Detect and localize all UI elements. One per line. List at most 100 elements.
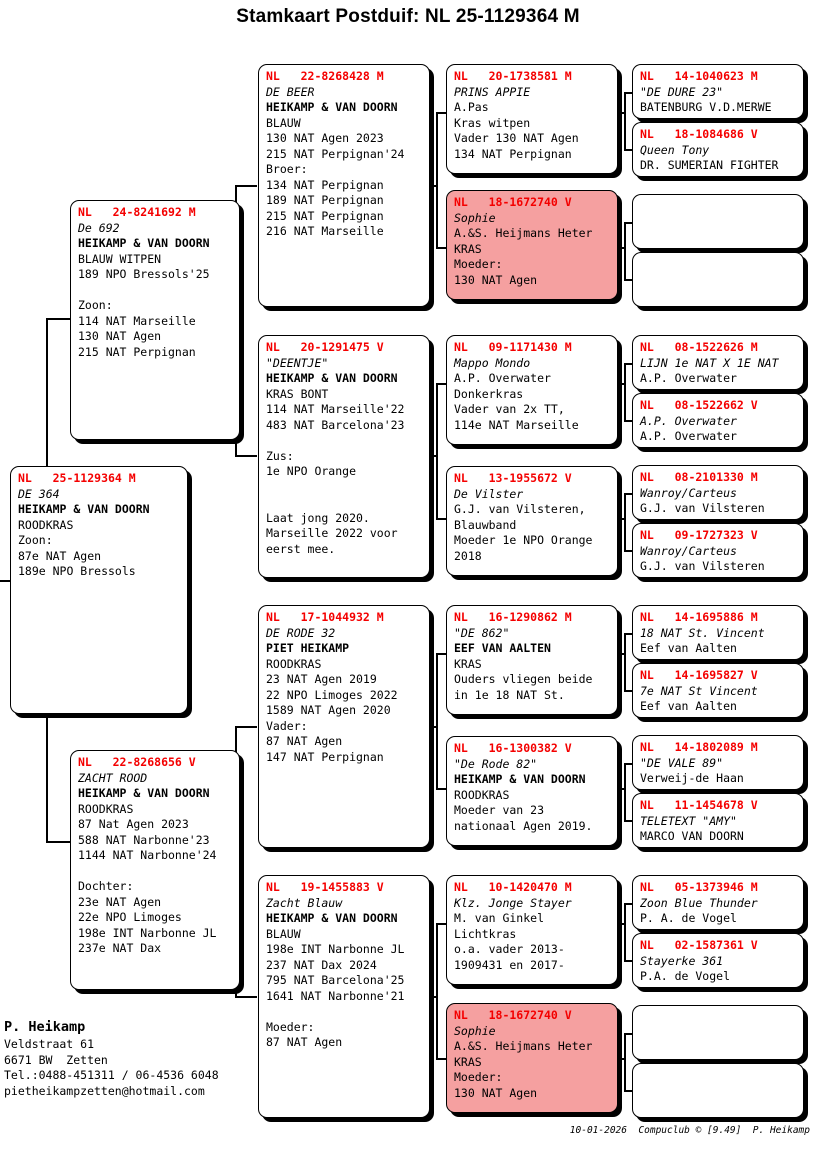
pedigree-card-ggg-9[interactable]: NL 14-1695886 M 18 NAT St. Vincent Eef v…	[632, 605, 804, 660]
ring-number: NL 24-8241692 M	[78, 205, 196, 219]
connector-ggp6-bottom	[624, 820, 632, 822]
pedigree-card-ggg-14[interactable]: NL 02-1587361 V Stayerke 361 P.A. de Vog…	[632, 933, 804, 988]
pedigree-card-ggg-15[interactable]	[632, 1005, 804, 1060]
connector-subject-to-father	[46, 318, 70, 320]
pigeon-nickname: "DEENTJE"	[266, 355, 329, 370]
pigeon-owner: M. van Ginkel	[454, 911, 545, 925]
pigeon-details: Kras witpen Vader 130 NAT Agen 134 NAT P…	[454, 115, 579, 161]
pigeon-nickname: Zoon Blue Thunder	[640, 895, 758, 910]
pigeon-details: BLAUW WITPEN 189 NPO Bressols'25 Zoon: 1…	[78, 251, 210, 359]
ring-number: NL 17-1044932 M	[266, 610, 384, 624]
pedigree-card-mother[interactable]: NL 22-8268656 V ZACHT ROOD HEIKAMP & VAN…	[70, 750, 240, 990]
pigeon-details: KRAS Ouders vliegen beide in 1e 18 NAT S…	[454, 656, 593, 702]
ring-number: NL 18-1672740 V	[454, 1008, 572, 1022]
pedigree-card-ggg-16[interactable]	[632, 1063, 804, 1118]
owner-contact-block: P. Heikamp Veldstraat 61 6671 BW Zetten …	[4, 1018, 254, 1099]
pigeon-owner: Verweij-de Haan	[640, 771, 744, 785]
ring-number: NL 10-1420470 M	[454, 880, 572, 894]
pedigree-card-greatgrandparent-1[interactable]: NL 20-1738581 M PRINS APPIE A.Pas Kras w…	[446, 64, 618, 174]
pigeon-details: Blauwband Moeder 1e NPO Orange 2018	[454, 517, 593, 563]
pigeon-owner: P. A. de Vogel	[640, 911, 737, 925]
ring-number: NL 11-1454678 V	[640, 798, 758, 812]
pigeon-owner: HEIKAMP & VAN DOORN	[266, 371, 398, 385]
pedigree-card-grandparent-1[interactable]: NL 22-8268428 M DE BEER HEIKAMP & VAN DO…	[258, 64, 430, 307]
connector-ggp3-vertical	[624, 363, 626, 421]
pedigree-card-ggg-7[interactable]: NL 08-2101330 M Wanroy/Carteus G.J. van …	[632, 465, 804, 520]
owner-address-line-2: 6671 BW Zetten	[4, 1052, 108, 1067]
generated-stamp: 10-01-2026 Compuclub © [9.49] P. Heikamp	[569, 1125, 810, 1136]
pigeon-nickname: "DE VALE 89"	[640, 755, 724, 770]
connector-ggp1-top	[624, 92, 632, 94]
ring-number: NL 09-1727323 V	[640, 528, 758, 542]
pigeon-nickname: 18 NAT St. Vincent	[640, 625, 765, 640]
connector-ggp3-bottom	[624, 420, 632, 422]
connector-ggp8-top	[624, 1033, 632, 1035]
connector-gp3-to-ggp6	[436, 788, 446, 790]
pigeon-nickname: Wanroy/Carteus	[640, 543, 737, 558]
pedigree-card-grandparent-4[interactable]: NL 19-1455883 V Zacht Blauw HEIKAMP & VA…	[258, 875, 430, 1118]
ring-number: NL 18-1672740 V	[454, 195, 572, 209]
pedigree-card-grandparent-2[interactable]: NL 20-1291475 V "DEENTJE" HEIKAMP & VAN …	[258, 335, 430, 578]
pedigree-card-greatgrandparent-2[interactable]: NL 18-1672740 V Sophie A.&S. Heijmans He…	[446, 190, 618, 300]
pigeon-nickname: Wanroy/Carteus	[640, 485, 737, 500]
pigeon-owner: HEIKAMP & VAN DOORN	[78, 236, 210, 250]
pigeon-owner: A.Pas	[454, 100, 489, 114]
pedigree-card-ggg-2[interactable]: NL 18-1084686 V Queen Tony DR. SUMERIAN …	[632, 122, 804, 177]
connector-gp4-stem	[428, 996, 436, 998]
connector-ggp5-stem	[616, 653, 624, 655]
pedigree-card-ggg-5[interactable]: NL 08-1522626 M LIJN 1e NAT X 1E NAT A.P…	[632, 335, 804, 390]
ring-number: NL 02-1587361 V	[640, 938, 758, 952]
pigeon-nickname: Sophie	[454, 1023, 496, 1038]
pedigree-card-greatgrandparent-3[interactable]: NL 09-1171430 M Mappo Mondo A.P. Overwat…	[446, 335, 618, 445]
pedigree-card-greatgrandparent-4[interactable]: NL 13-1955672 V De Vilster G.J. van Vils…	[446, 466, 618, 576]
pigeon-nickname: ZACHT ROOD	[78, 770, 148, 785]
ring-number: NL 16-1290862 M	[454, 610, 572, 624]
pigeon-details: Donkerkras Vader van 2x TT, 114e NAT Mar…	[454, 386, 579, 432]
pigeon-nickname: Mappo Mondo	[454, 355, 531, 370]
pedigree-card-ggg-1[interactable]: NL 14-1040623 M "DE DURE 23" BATENBURG V…	[632, 64, 804, 119]
connector-gp1-to-ggp1	[436, 112, 446, 114]
connector-gp4-to-ggp7	[436, 923, 446, 925]
pedigree-card-father[interactable]: NL 24-8241692 M De 692 HEIKAMP & VAN DOO…	[70, 200, 240, 440]
pigeon-details: BLAUW 130 NAT Agen 2023 215 NAT Perpigna…	[266, 115, 405, 239]
page-title: Stamkaart Postduif: NL 25-1129364 M	[236, 6, 580, 27]
connector-ggp2-vertical	[624, 222, 626, 280]
pedigree-card-ggg-12[interactable]: NL 11-1454678 V TELETEXT "AMY" MARCO VAN…	[632, 793, 804, 848]
connector-gp3-stem	[428, 726, 436, 728]
pigeon-details: KRAS BONT 114 NAT Marseille'22 483 NAT B…	[266, 386, 405, 556]
connector-gp4-vertical	[436, 923, 438, 1059]
pigeon-nickname: "DE 862"	[454, 625, 510, 640]
pigeon-nickname: Zacht Blauw	[266, 895, 343, 910]
pigeon-owner: A.P. Overwater	[640, 429, 737, 443]
pedigree-card-ggg-4[interactable]	[632, 252, 804, 307]
connector-ggp3-top	[624, 363, 632, 365]
pedigree-card-greatgrandparent-6[interactable]: NL 16-1300382 V "De Rode 82" HEIKAMP & V…	[446, 736, 618, 846]
pedigree-card-greatgrandparent-5[interactable]: NL 16-1290862 M "DE 862" EEF VAN AALTEN …	[446, 605, 618, 715]
ring-number: NL 20-1738581 M	[454, 69, 572, 83]
pedigree-card-ggg-13[interactable]: NL 05-1373946 M Zoon Blue Thunder P. A. …	[632, 875, 804, 930]
pigeon-nickname: "DE DURE 23"	[640, 84, 724, 99]
ring-number: NL 22-8268656 V	[78, 755, 196, 769]
pedigree-card-ggg-3[interactable]	[632, 194, 804, 249]
pedigree-card-subject[interactable]: NL 25-1129364 M DE 364 HEIKAMP & VAN DOO…	[10, 466, 188, 714]
pigeon-owner: G.J. van Vilsteren	[640, 501, 765, 515]
pigeon-nickname: DE 364	[18, 486, 60, 501]
pigeon-owner: HEIKAMP & VAN DOORN	[266, 911, 398, 925]
pigeon-owner: A.&S. Heijmans Heter	[454, 1039, 593, 1053]
pedigree-card-ggg-10[interactable]: NL 14-1695827 V 7e NAT St Vincent Eef va…	[632, 663, 804, 718]
pedigree-card-greatgrandparent-8[interactable]: NL 18-1672740 V Sophie A.&S. Heijmans He…	[446, 1003, 618, 1113]
pigeon-nickname: Klz. Jonge Stayer	[454, 895, 572, 910]
pigeon-owner: Eef van Aalten	[640, 699, 737, 713]
pedigree-card-ggg-11[interactable]: NL 14-1802089 M "DE VALE 89" Verweij-de …	[632, 735, 804, 790]
pedigree-card-ggg-6[interactable]: NL 08-1522662 V A.P. Overwater A.P. Over…	[632, 393, 804, 448]
pigeon-details: KRAS Moeder: 130 NAT Agen	[454, 1054, 538, 1100]
ring-number: NL 20-1291475 V	[266, 340, 384, 354]
pedigree-card-ggg-8[interactable]: NL 09-1727323 V Wanroy/Carteus G.J. van …	[632, 523, 804, 578]
connector-gp2-to-ggp3	[436, 383, 446, 385]
ring-number: NL 16-1300382 V	[454, 741, 572, 755]
owner-email: pietheikampzetten@hotmail.com	[4, 1083, 205, 1098]
connector-mother-to-gp4	[235, 996, 257, 998]
pedigree-card-grandparent-3[interactable]: NL 17-1044932 M DE RODE 32 PIET HEIKAMP …	[258, 605, 430, 848]
pigeon-owner: HEIKAMP & VAN DOORN	[454, 772, 586, 786]
pedigree-card-greatgrandparent-7[interactable]: NL 10-1420470 M Klz. Jonge Stayer M. van…	[446, 875, 618, 985]
